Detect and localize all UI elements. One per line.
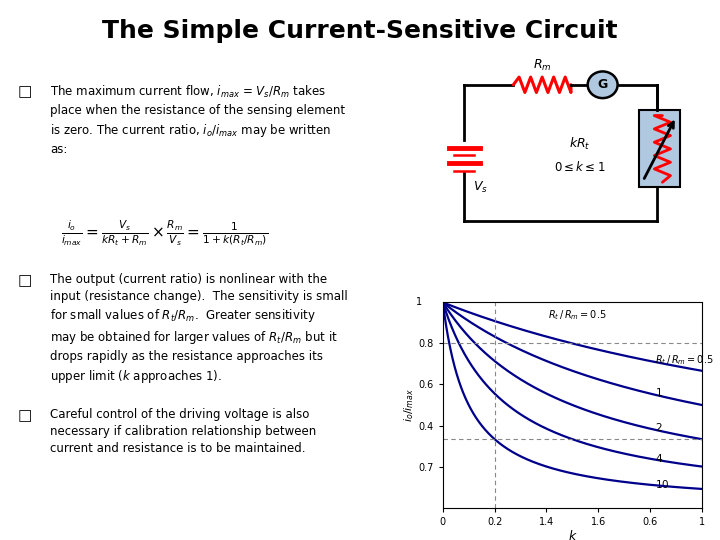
Bar <box>639 111 680 187</box>
Text: $\frac{i_o}{i_{max}} = \frac{V_s}{kR_t + R_m} \times \frac{R_m}{V_s} = \frac{1}{: $\frac{i_o}{i_{max}} = \frac{V_s}{kR_t +… <box>61 219 269 248</box>
Text: The output (current ratio) is nonlinear with the
input (resistance change).  The: The output (current ratio) is nonlinear … <box>50 273 348 385</box>
Text: $2$: $2$ <box>655 421 663 434</box>
Text: □: □ <box>18 408 32 423</box>
Text: $10$: $10$ <box>655 478 670 490</box>
Circle shape <box>588 71 618 98</box>
Text: $kR_t$: $kR_t$ <box>569 136 590 152</box>
Text: Careful control of the driving voltage is also
necessary if calibration relation: Careful control of the driving voltage i… <box>50 408 317 455</box>
Text: $0{\leq}k{\leq}1$: $0{\leq}k{\leq}1$ <box>554 160 606 174</box>
Text: $R_t\,/\,R_m = 0.5$: $R_t\,/\,R_m = 0.5$ <box>548 308 607 322</box>
Y-axis label: $i_o / i_{max}$: $i_o / i_{max}$ <box>402 388 415 422</box>
Text: The maximum current flow, $i_{max}$ = $V_s$/$R_m$ takes
place when the resistanc: The maximum current flow, $i_{max}$ = $V… <box>50 84 346 156</box>
Text: $R_m$: $R_m$ <box>533 58 552 73</box>
Text: The Simple Current-Sensitive Circuit: The Simple Current-Sensitive Circuit <box>102 19 618 43</box>
Text: $R_t\,/\,R_m = 0.5$: $R_t\,/\,R_m = 0.5$ <box>655 353 714 367</box>
Text: G: G <box>598 78 608 91</box>
Text: □: □ <box>18 273 32 288</box>
Text: 1: 1 <box>416 298 422 307</box>
Text: $4$: $4$ <box>655 452 663 464</box>
Text: $1$: $1$ <box>655 386 663 399</box>
Text: $V_s$: $V_s$ <box>473 180 487 195</box>
X-axis label: $k$: $k$ <box>567 529 577 540</box>
Text: □: □ <box>18 84 32 99</box>
